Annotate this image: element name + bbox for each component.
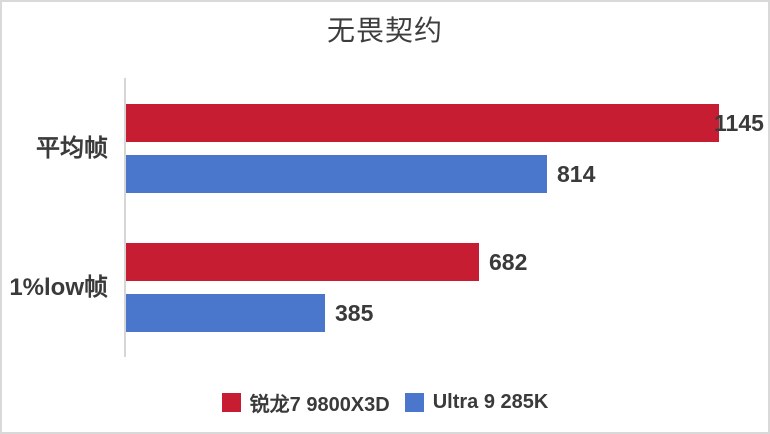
value-label: 1145	[714, 110, 764, 136]
bar	[126, 294, 325, 332]
value-label: 385	[335, 300, 374, 326]
value-label: 814	[557, 161, 596, 187]
value-label: 682	[489, 249, 528, 275]
legend-label: 锐龙7 9800X3D	[249, 394, 390, 416]
category-label: 1%low帧	[9, 273, 108, 301]
bar	[126, 155, 547, 193]
legend-item: 锐龙7 9800X3D	[221, 388, 390, 417]
bar	[126, 243, 479, 281]
category-label: 平均帧	[36, 134, 108, 162]
bar	[126, 104, 719, 142]
legend: 锐龙7 9800X3D Ultra 9 285K	[2, 388, 768, 417]
y-axis-line	[124, 78, 126, 357]
legend-label: Ultra 9 285K	[432, 391, 549, 413]
legend-swatch-icon	[221, 393, 241, 412]
legend-swatch-icon	[404, 393, 424, 412]
chart-title: 无畏契约	[326, 16, 443, 47]
legend-item: Ultra 9 285K	[404, 391, 549, 414]
